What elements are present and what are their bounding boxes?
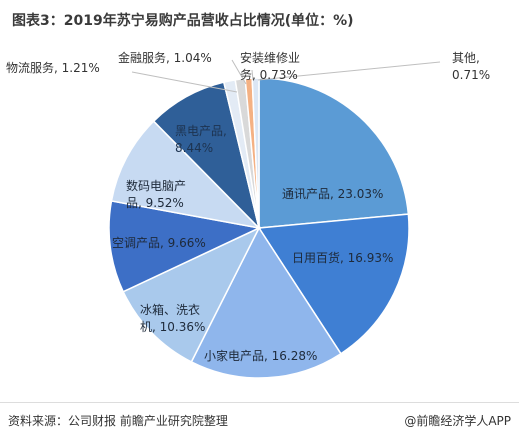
- pie-slice: [251, 77, 260, 229]
- slice-label: 黑电产品, 8.44%: [175, 124, 227, 155]
- pie-slice: [190, 226, 342, 379]
- slice-label: 数码电脑产品, 9.52%: [126, 178, 186, 210]
- slice-label: 安装维修业务, 0.73%: [240, 50, 300, 82]
- chart-title: 图表3：2019年苏宁易购产品营收占比情况(单位：%): [12, 13, 354, 29]
- pie-slice: [108, 200, 262, 293]
- leader-line: [131, 71, 238, 93]
- leader-lines: [131, 59, 441, 93]
- slice-labels: 通讯产品, 23.03% 日用百货, 16.93% 小家电产品, 16.28% 冰箱、…: [6, 50, 490, 363]
- slice-label: 日用百货, 16.93%: [292, 250, 393, 265]
- pie-slice: [258, 77, 410, 229]
- brand-mark: @前瞻经济学人APP: [404, 412, 511, 429]
- pie-slice: [257, 213, 410, 355]
- source-note: 资料来源：公司财报 前瞻产业研究院整理: [8, 414, 228, 428]
- slice-label: 冰箱、洗衣机, 10.36%: [140, 302, 205, 334]
- pie-slice: [122, 226, 261, 363]
- brand-text: @前瞻经济学人APP: [404, 414, 511, 428]
- slice-label: 通讯产品, 23.03%: [282, 187, 383, 201]
- footer-divider: [0, 402, 519, 404]
- slice-label: 空调产品, 9.66%: [112, 236, 206, 250]
- leader-line: [231, 59, 247, 85]
- pie-slices: [108, 77, 410, 379]
- slice-label: 小家电产品, 16.28%: [204, 348, 317, 363]
- leader-line: [251, 69, 254, 81]
- slice-label: 金融服务, 1.04%: [118, 50, 212, 65]
- pie-slice: [110, 120, 262, 230]
- pie-chart: 通讯产品, 23.03% 日用百货, 16.93% 小家电产品, 16.28% 冰箱、…: [6, 50, 490, 379]
- slice-label: 物流服务, 1.21%: [6, 60, 100, 75]
- slice-label: 其他, 0.71%: [452, 51, 490, 82]
- leader-line: [257, 61, 441, 81]
